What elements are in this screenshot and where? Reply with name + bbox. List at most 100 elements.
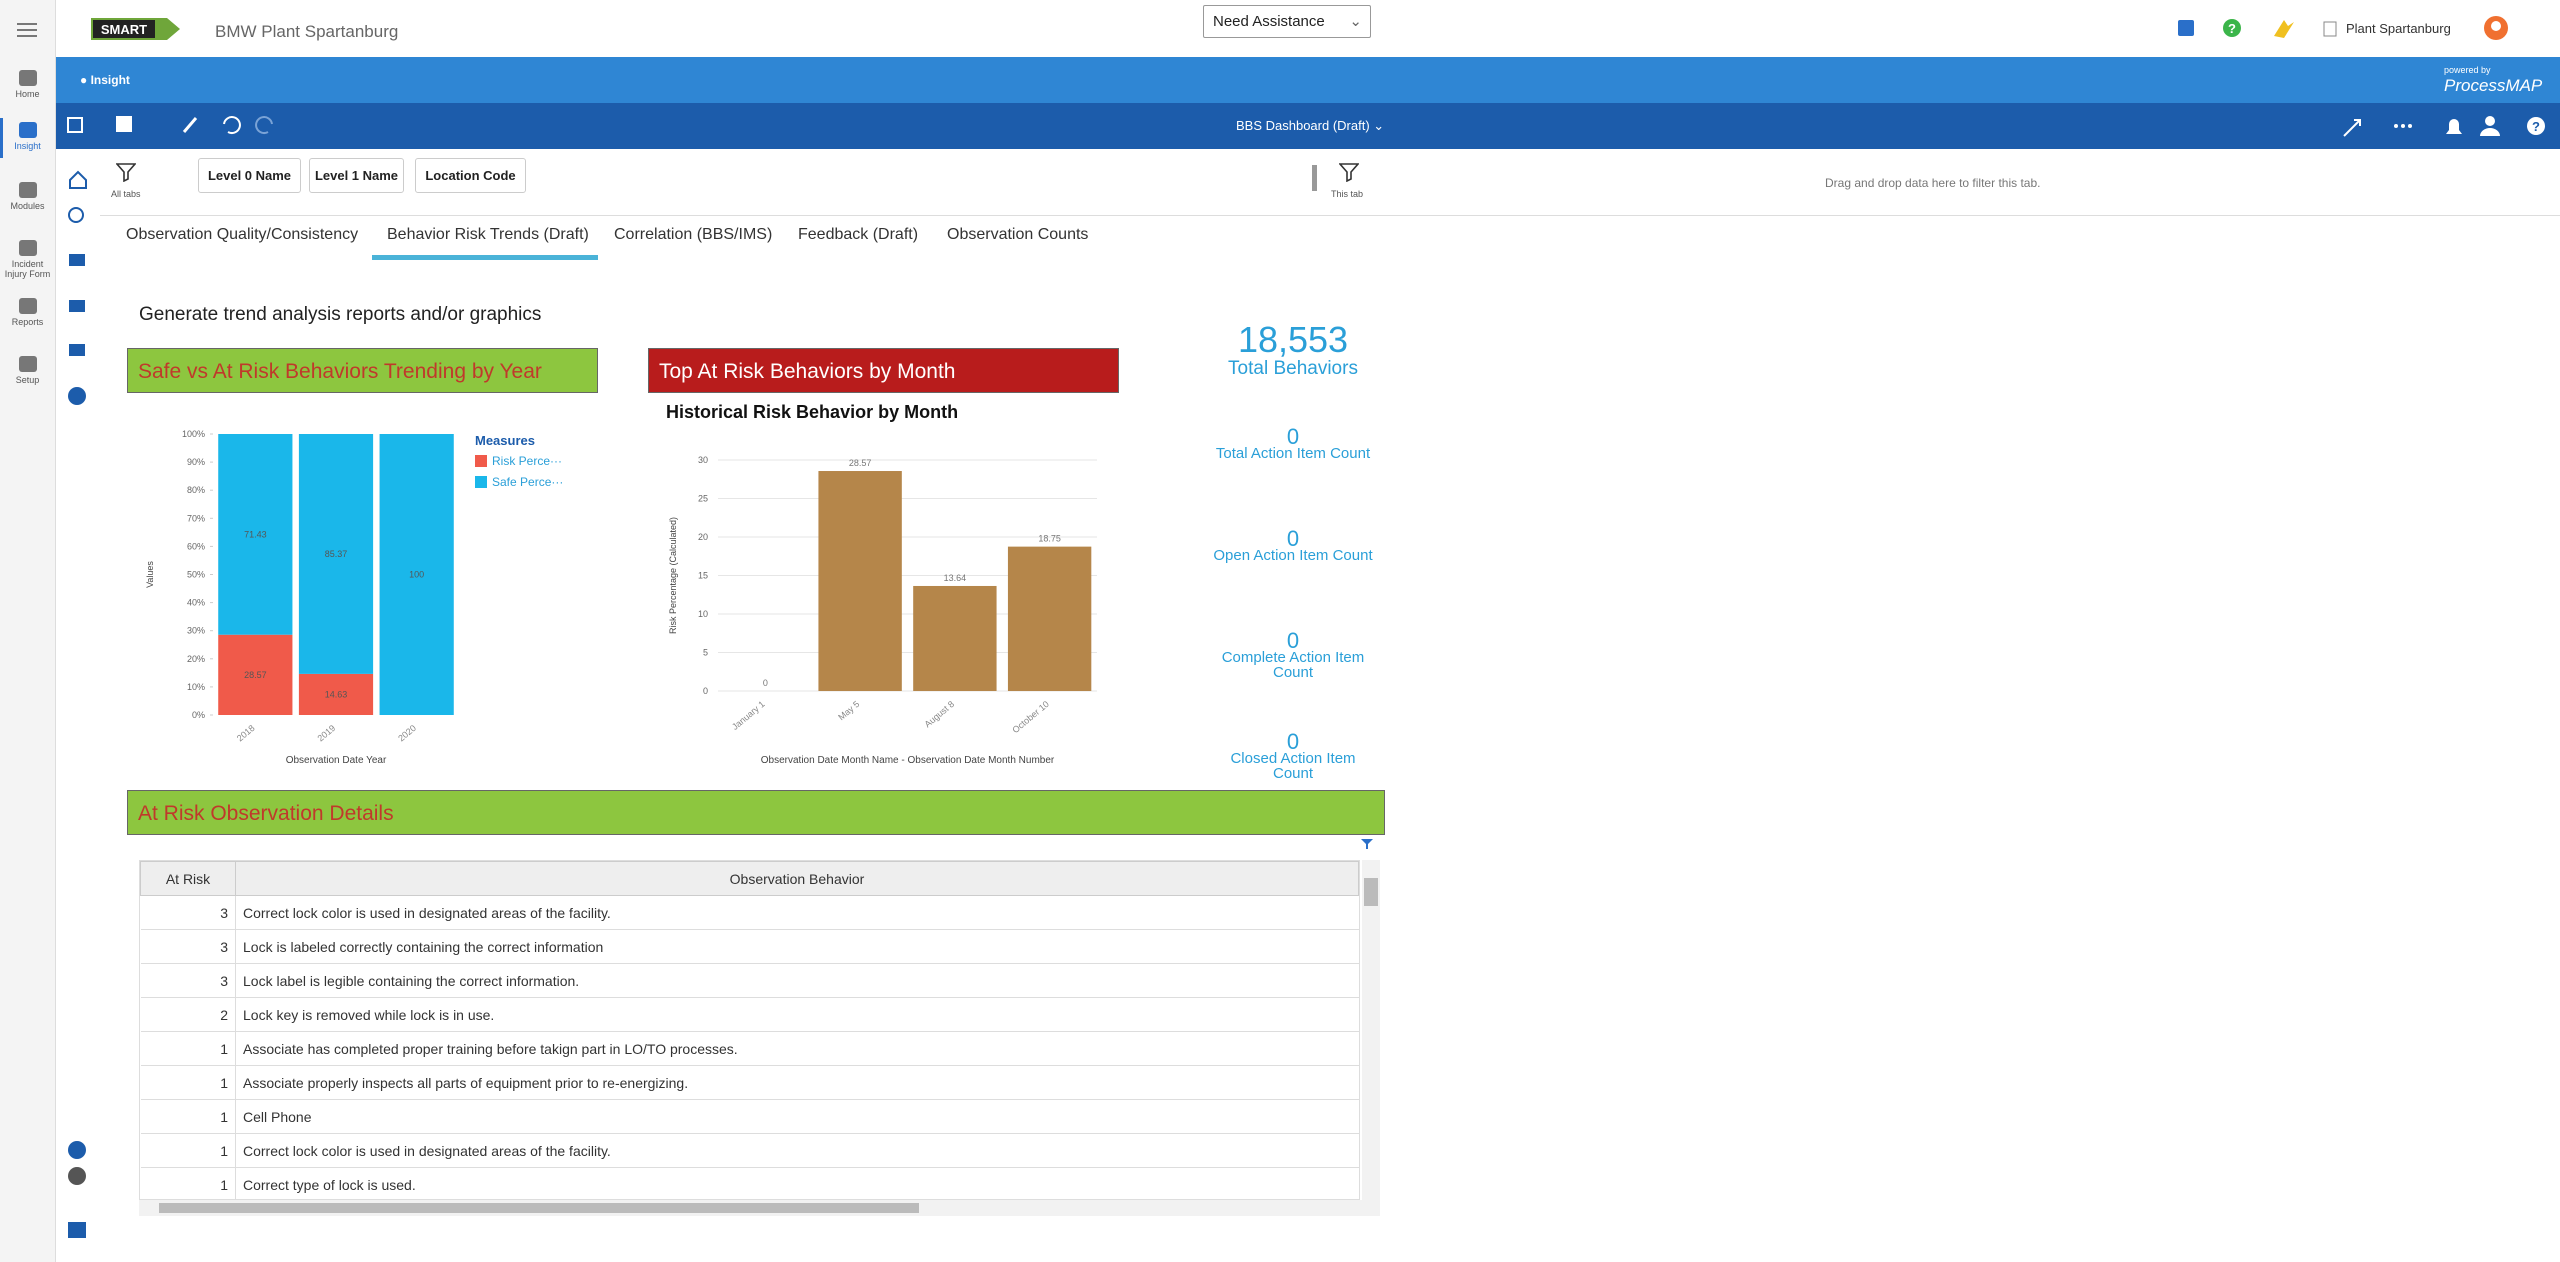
data-label: 100: [409, 570, 424, 580]
toolbar-right-icons[interactable]: ?: [2340, 112, 2550, 142]
column-header[interactable]: At Risk: [140, 861, 236, 896]
table-row: 3 Lock label is legible containing the co…: [140, 963, 1359, 998]
sidebar-icon: [18, 182, 37, 198]
table-cell: Lock label is legible containing the cor…: [235, 963, 1359, 998]
svg-text:?: ?: [2228, 21, 2236, 36]
sidebar-item[interactable]: Home: [0, 70, 55, 99]
table-row: 1 Associate has completed proper training…: [140, 1031, 1359, 1066]
table-cell: 1: [140, 1167, 236, 1199]
x-axis-title: Observation Date Year: [286, 755, 387, 766]
sidebar-item[interactable]: Insight: [0, 122, 55, 151]
sidebar-item[interactable]: Incident Injury Form: [0, 240, 55, 279]
table-cell: Correct lock color is used in designated…: [235, 895, 1359, 930]
y-tick-label: 60%: [187, 541, 205, 551]
breadcrumb: ● Insight: [80, 73, 130, 87]
brand: ProcessMAP: [2444, 76, 2543, 95]
tab[interactable]: Correlation (BBS/IMS): [614, 226, 773, 243]
y-tick-label: 40%: [187, 598, 205, 608]
legend-label[interactable]: Risk Perce···: [492, 454, 562, 468]
sidebar-label: Insight: [14, 141, 41, 151]
y-tick-label: 25: [698, 494, 708, 504]
assistance-select[interactable]: Need Assistance ⌄: [1203, 5, 1371, 38]
sidebar-icon: [18, 70, 37, 86]
tab[interactable]: Observation Counts: [947, 226, 1089, 243]
y-tick-label: 15: [698, 571, 708, 581]
all-tabs-label: All tabs: [111, 189, 141, 199]
legend-label[interactable]: Safe Perce···: [492, 475, 563, 489]
y-tick-label: 20%: [187, 654, 205, 664]
plant-name[interactable]: Plant Spartanburg: [2346, 21, 2451, 36]
header-icons: ?: [2178, 16, 2508, 40]
table-cell: Associate properly inspects all parts of…: [235, 1065, 1359, 1100]
table-cell: 1: [140, 1065, 236, 1100]
table-cell: 1: [140, 1099, 236, 1134]
x-tick-label: January 1: [730, 699, 767, 732]
table-row: 3 Correct lock color is used in designate…: [140, 895, 1359, 930]
h-scrollbar[interactable]: [139, 1200, 1380, 1216]
data-label: 28.57: [244, 670, 267, 680]
table-filter-icon[interactable]: [1360, 838, 1374, 850]
sidebar-label: Modules: [10, 201, 45, 211]
column-header[interactable]: Observation Behavior: [235, 861, 1359, 896]
sidebar-label: Setup: [15, 375, 40, 385]
filter-icon[interactable]: [116, 162, 136, 182]
x-tick-label: 2020: [396, 723, 418, 744]
bar: [913, 585, 997, 691]
table-cell: Lock is labeled correctly containing the…: [235, 929, 1359, 964]
table-cell: 3: [140, 963, 236, 998]
sidebar-item[interactable]: Reports: [0, 298, 55, 327]
toolbar-tools[interactable]: [64, 112, 294, 142]
v-scrollbar[interactable]: [1362, 860, 1380, 1200]
sidebar-label: Reports: [11, 317, 44, 327]
sidebar-icon: [18, 298, 37, 314]
sidebar-label: Home: [15, 89, 40, 99]
bar-segment: [218, 634, 293, 715]
details-table: At Risk Observation Behavior 3 Correct lock…: [140, 861, 1359, 1199]
table-cell: 1: [140, 1133, 236, 1168]
y-tick-label: 80%: [187, 485, 205, 495]
y-tick-label: 10: [698, 609, 708, 619]
y-tick-label: 30: [698, 455, 708, 465]
tool-rail[interactable]: [56, 150, 100, 1250]
sidebar: [0, 0, 56, 1262]
x-tick-label: 2018: [235, 723, 257, 744]
table-row: 1 Cell Phone: [140, 1099, 1359, 1134]
sidebar-icon: [18, 240, 37, 256]
sidebar-item[interactable]: Modules: [0, 182, 55, 211]
filter-border: [100, 215, 2560, 216]
table-cell: 1: [140, 1031, 236, 1066]
tab[interactable]: Observation Quality/Consistency: [126, 226, 359, 243]
filter-chip[interactable]: Level 0 Name: [198, 158, 301, 193]
y-tick-label: 5: [703, 648, 708, 658]
filter-chip[interactable]: Level 1 Name: [309, 158, 404, 193]
menu-icon[interactable]: [17, 22, 39, 38]
svg-text:?: ?: [2532, 119, 2540, 134]
y-tick-label: 50%: [187, 570, 205, 580]
table-row: 1 Correct lock color is used in designate…: [140, 1133, 1359, 1168]
h-thumb[interactable]: [159, 1203, 919, 1213]
sidebar-item[interactable]: Setup: [0, 356, 55, 385]
kpi-value: 0: [1286, 526, 1300, 551]
panel-header: Top At Risk Behaviors by Month: [648, 348, 1119, 393]
data-label: 14.63: [325, 689, 348, 699]
table-wrap: At Risk Observation Behavior 3 Correct lock…: [139, 860, 1360, 1200]
filter-icon-tab[interactable]: [1339, 162, 1359, 182]
y-tick-label: 70%: [187, 513, 205, 523]
panel-header: Safe vs At Risk Behaviors Trending by Ye…: [127, 348, 598, 393]
table-cell: Associate has completed proper training …: [235, 1031, 1359, 1066]
app-title: BMW Plant Spartanburg: [215, 22, 399, 41]
active-tab-underline: [372, 255, 598, 260]
table-cell: Lock key is removed while lock is in use…: [235, 997, 1359, 1032]
chevron: ⌄: [1349, 13, 1362, 30]
tab[interactable]: Behavior Risk Trends (Draft): [387, 226, 589, 243]
dashboard-name[interactable]: BBS Dashboard (Draft) ⌄: [1236, 118, 1385, 133]
kpi-value: 0: [1286, 729, 1300, 754]
legend-swatch: [475, 476, 487, 488]
tab[interactable]: Feedback (Draft): [798, 226, 919, 243]
drop-hint: Drag and drop data here to filter this t…: [1825, 176, 2041, 190]
kpi-label: Total Behaviors: [1228, 358, 1358, 379]
filter-chip[interactable]: Location Code: [415, 158, 526, 193]
v-thumb[interactable]: [1364, 878, 1378, 906]
svg-text:SMART: SMART: [101, 22, 147, 37]
